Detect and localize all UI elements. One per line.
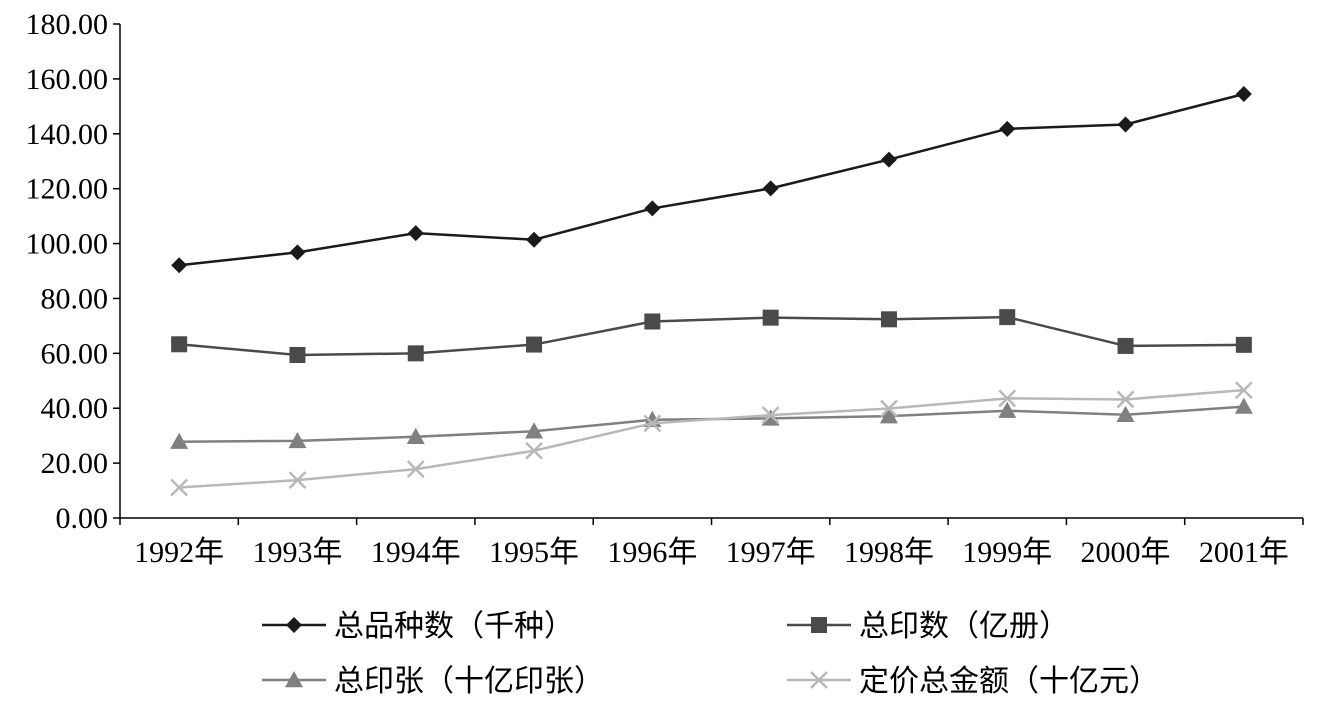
series-2-point	[171, 336, 188, 353]
legend-label: 总品种数（千种）	[334, 609, 574, 644]
y-tick-label: 20.00	[41, 447, 109, 480]
series-3-point	[288, 431, 307, 449]
legend-item-3: 总印张（十亿印张）	[262, 664, 604, 699]
x-marker-stroke	[406, 460, 425, 479]
x-marker-stroke	[880, 399, 898, 418]
x-tick-label: 1999年	[962, 536, 1052, 569]
legend-marker	[285, 671, 303, 688]
series-4-point	[998, 389, 1017, 408]
series-1-point	[407, 225, 424, 242]
x-tick-label: 2000年	[1081, 536, 1171, 569]
x-tick-label: 1997年	[726, 536, 816, 569]
y-tick-label: 140.00	[26, 118, 109, 151]
x-tick-label: 2001年	[1199, 536, 1289, 569]
series-2-point	[1117, 337, 1134, 354]
x-marker-stroke	[1116, 390, 1135, 409]
series-4-point	[880, 399, 898, 418]
x-tick-label: 1996年	[607, 536, 697, 569]
series-3-point	[406, 427, 425, 444]
series-line-1	[179, 92, 1245, 267]
x-marker-stroke	[170, 478, 189, 497]
series-1-point	[289, 244, 306, 261]
y-tick-label: 100.00	[26, 228, 109, 261]
x-marker-stroke	[998, 389, 1017, 408]
y-tick-label: 120.00	[26, 173, 109, 206]
series-3-point	[170, 432, 189, 449]
series-2-point	[762, 309, 779, 326]
series-1-point	[1117, 116, 1134, 133]
x-tick-label: 1992年	[134, 536, 224, 569]
series-3-point	[879, 407, 898, 424]
series-3-point	[525, 422, 544, 439]
series-2-point	[1235, 336, 1252, 353]
series-2-point	[289, 346, 306, 363]
series-4-point	[1116, 390, 1135, 409]
legend-label: 定价总金额（十亿元）	[859, 664, 1159, 699]
series-2-point	[407, 345, 424, 362]
series-2-point	[880, 311, 897, 328]
series-line-3	[179, 405, 1244, 443]
series-3-point	[1116, 405, 1135, 423]
series-3-point	[1234, 397, 1253, 414]
series-1-point	[644, 200, 661, 217]
legend-item-4: 定价总金额（十亿元）	[787, 664, 1159, 699]
series-1-point	[762, 180, 779, 197]
legend-marker	[286, 617, 302, 633]
series-1-point	[880, 151, 897, 168]
legend-item-1: 总品种数（千种）	[262, 609, 574, 644]
series-4-point	[406, 460, 425, 479]
legend-marker	[811, 617, 827, 633]
legend-marker	[810, 671, 828, 689]
series-2-point	[644, 313, 661, 330]
y-tick-label: 180.00	[26, 8, 109, 41]
legend-label: 总印张（十亿印张）	[334, 664, 604, 699]
series-3-point	[761, 409, 780, 426]
x-marker-stroke	[288, 471, 307, 490]
x-marker-stroke	[761, 406, 780, 424]
series-4-point	[525, 441, 543, 460]
x-tick-label: 1995年	[489, 536, 579, 569]
series-4-point	[761, 406, 780, 424]
x-marker-stroke	[525, 441, 543, 460]
series-1-point	[1235, 85, 1252, 102]
series-4-point	[288, 471, 307, 490]
x-tick-label: 1993年	[252, 536, 342, 569]
series-4-point	[170, 478, 189, 497]
series-3-point	[998, 401, 1017, 418]
y-tick-label: 60.00	[41, 337, 109, 370]
y-tick-label: 40.00	[41, 392, 109, 425]
series-1-point	[526, 231, 543, 248]
series-4-point	[643, 414, 662, 433]
y-tick-label: 160.00	[26, 63, 109, 96]
x-marker-stroke	[1234, 381, 1253, 399]
series-1-point	[999, 120, 1016, 137]
x-marker-stroke	[643, 414, 662, 433]
series-2-point	[999, 309, 1016, 326]
x-tick-label: 1994年	[371, 536, 461, 569]
legend-item-2: 总印数（亿册）	[787, 609, 1069, 644]
legend-label: 总印数（亿册）	[859, 609, 1069, 644]
series-line-4	[179, 388, 1244, 489]
x-marker-stroke	[810, 671, 828, 689]
series-4-point	[1234, 381, 1253, 399]
y-tick-label: 80.00	[41, 282, 109, 315]
x-tick-label: 1998年	[844, 536, 934, 569]
series-line-2	[179, 315, 1244, 357]
y-tick-label: 0.00	[56, 502, 109, 535]
series-2-point	[526, 336, 543, 353]
series-1-point	[171, 257, 188, 274]
